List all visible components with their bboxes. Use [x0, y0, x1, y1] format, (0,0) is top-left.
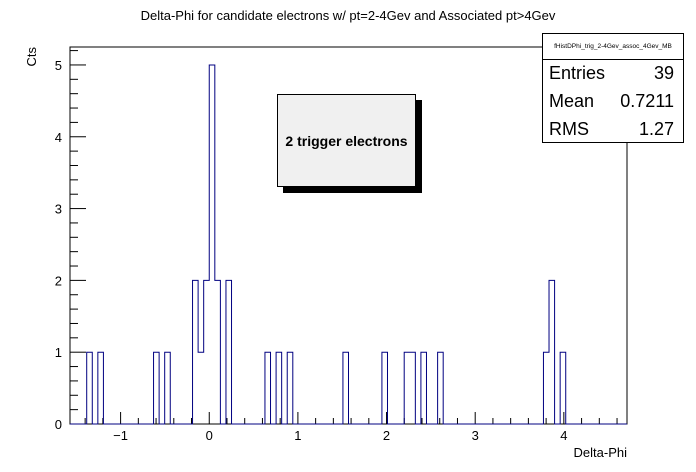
x-tick-label: 0 [206, 428, 213, 443]
axes: −1 0 1 2 3 4 0 1 2 3 4 5 [55, 50, 618, 443]
stats-row-rms: RMS 1.27 [543, 116, 683, 144]
stats-row-entries: Entries 39 [543, 60, 683, 88]
y-tick-label: 3 [55, 202, 62, 217]
x-tick-label: 1 [294, 428, 301, 443]
stats-key: Mean [549, 91, 595, 111]
stats-box: fHistDPhi_trig_2-4Gev_assoc_4Gev_MB Entr… [542, 33, 684, 143]
stats-value: 0.7211 [620, 91, 674, 111]
stats-value: 39 [653, 63, 674, 83]
y-tick-label: 4 [55, 130, 62, 145]
y-tick-label: 2 [55, 273, 62, 288]
x-tick-label: 4 [560, 428, 567, 443]
y-tick-label: 0 [55, 417, 62, 432]
annotation-box: 2 trigger electrons [277, 94, 416, 187]
annotation-text: 2 trigger electrons [285, 132, 408, 149]
stats-value: 1.27 [638, 119, 674, 139]
stats-histogram-name: fHistDPhi_trig_2-4Gev_assoc_4Gev_MB [543, 34, 683, 60]
y-axis-label: Cts [24, 47, 39, 67]
histogram-series [70, 64, 627, 425]
stats-key: Entries [549, 63, 606, 83]
stats-key: RMS [549, 119, 589, 139]
x-axis-label: Delta-Phi [574, 445, 628, 460]
y-tick-label: 5 [55, 58, 62, 73]
chart-title: Delta-Phi for candidate electrons w/ pt=… [141, 8, 556, 23]
x-tick-label: 3 [472, 428, 479, 443]
stats-row-mean: Mean 0.7211 [543, 88, 683, 116]
x-tick-label: −1 [113, 428, 128, 443]
x-tick-label: 2 [383, 428, 390, 443]
y-tick-label: 1 [55, 345, 62, 360]
